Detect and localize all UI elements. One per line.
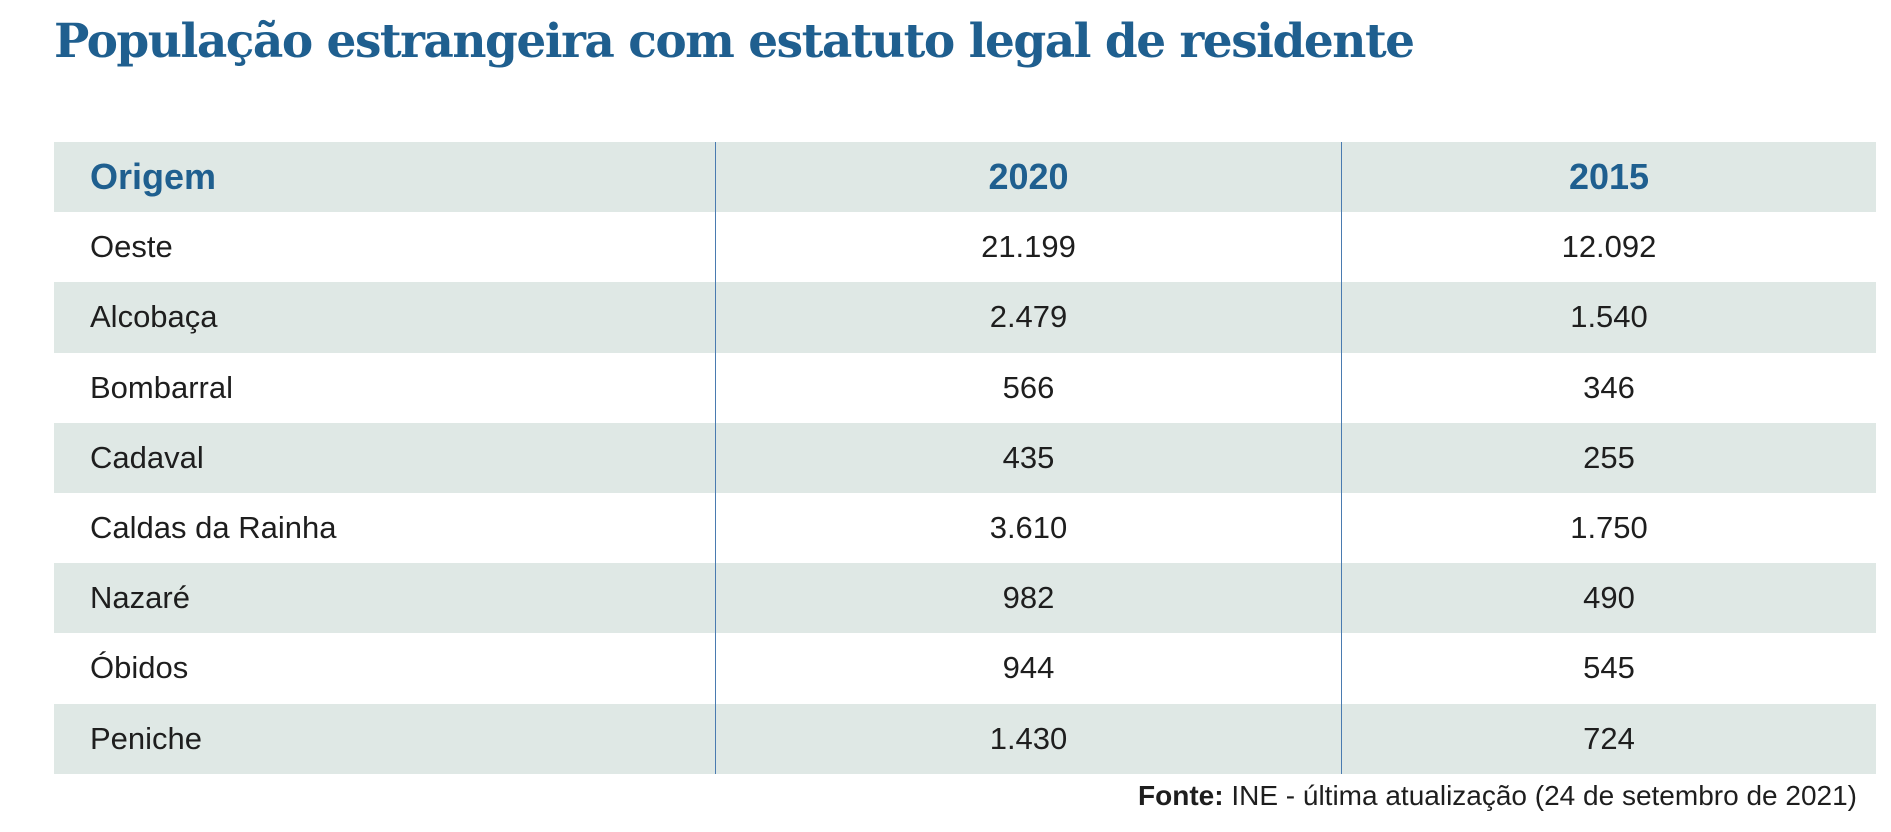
cell-origem: Oeste bbox=[54, 212, 716, 283]
table-row: Peniche 1.430 724 bbox=[54, 703, 1876, 774]
source-label: Fonte: bbox=[1138, 780, 1224, 811]
table-row: Óbidos 944 545 bbox=[54, 633, 1876, 704]
cell-origem: Bombarral bbox=[54, 352, 716, 423]
cell-origem: Nazaré bbox=[54, 563, 716, 634]
cell-origem: Alcobaça bbox=[54, 282, 716, 353]
cell-2020: 2.479 bbox=[715, 282, 1342, 353]
table-header-row: Origem 2020 2015 bbox=[54, 142, 1876, 213]
table-row: Cadaval 435 255 bbox=[54, 422, 1876, 493]
table-row: Caldas da Rainha 3.610 1.750 bbox=[54, 492, 1876, 564]
table-row: Nazaré 982 490 bbox=[54, 563, 1876, 634]
data-table: Origem 2020 2015 Oeste 21.199 12.092 Alcoba… bbox=[54, 142, 1876, 774]
cell-origem: Óbidos bbox=[54, 633, 716, 704]
cell-2015: 1.750 bbox=[1570, 510, 1648, 546]
cell-2020: 3.610 bbox=[715, 492, 1342, 564]
header-2020: 2020 bbox=[715, 142, 1342, 213]
cell-2020: 435 bbox=[715, 422, 1342, 493]
source-text: INE - última atualização (24 de setembro… bbox=[1223, 780, 1857, 811]
cell-2015: 724 bbox=[1583, 720, 1635, 756]
cell-2020: 566 bbox=[715, 352, 1342, 423]
cell-2020: 982 bbox=[715, 563, 1342, 634]
cell-2015: 1.540 bbox=[1570, 299, 1648, 335]
cell-2015: 545 bbox=[1583, 650, 1635, 686]
cell-2015: 255 bbox=[1583, 439, 1635, 475]
cell-2020: 21.199 bbox=[715, 212, 1342, 283]
cell-origem: Peniche bbox=[54, 703, 716, 774]
table-row: Bombarral 566 346 bbox=[54, 352, 1876, 423]
cell-2015: 12.092 bbox=[1561, 229, 1657, 265]
cell-2020: 1.430 bbox=[715, 703, 1342, 774]
header-2015: 2015 bbox=[1568, 156, 1650, 198]
source-note: Fonte: INE - última atualização (24 de s… bbox=[1138, 780, 1857, 812]
cell-2015: 490 bbox=[1583, 580, 1635, 616]
table-row: Alcobaça 2.479 1.540 bbox=[54, 282, 1876, 353]
cell-origem: Cadaval bbox=[54, 422, 716, 493]
cell-2015: 346 bbox=[1583, 369, 1635, 405]
cell-2020: 944 bbox=[715, 633, 1342, 704]
cell-origem: Caldas da Rainha bbox=[54, 492, 716, 564]
header-origem: Origem bbox=[54, 142, 716, 213]
page-title: População estrangeira com estatuto legal… bbox=[54, 14, 1415, 69]
table-row: Oeste 21.199 12.092 bbox=[54, 212, 1876, 283]
